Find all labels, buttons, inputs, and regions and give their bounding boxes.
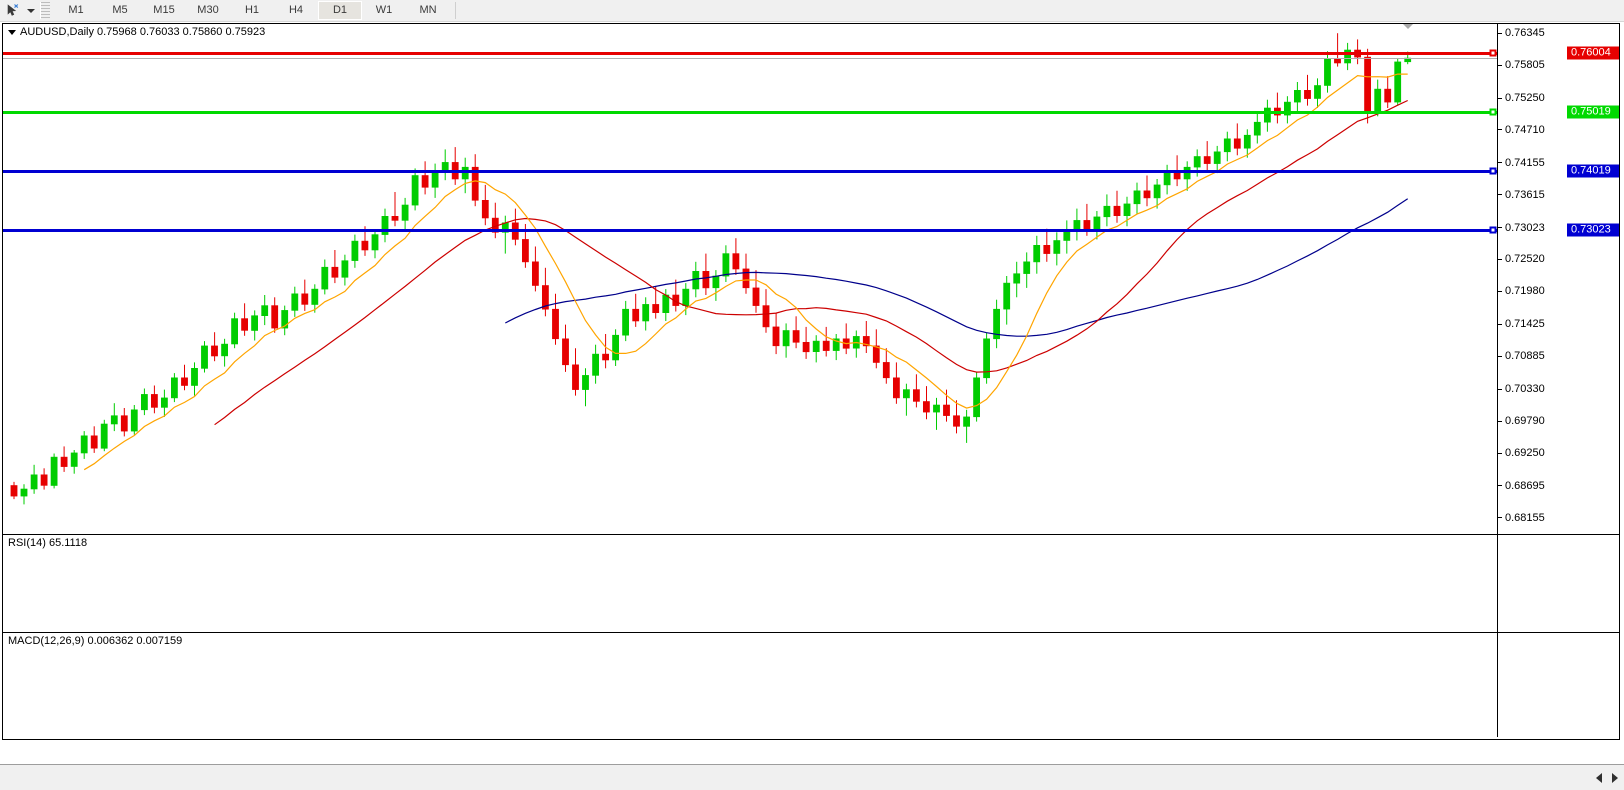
- timeframe-group: M1 M5 M15 M30 H1 H4 D1 W1 MN: [54, 0, 450, 21]
- toolbar-separator: [455, 2, 456, 19]
- price-plot-area[interactable]: [3, 24, 1497, 534]
- toolbar-grip[interactable]: [40, 2, 50, 19]
- support-line-green[interactable]: [3, 110, 1497, 114]
- macd-label: MACD(12,26,9) 0.006362 0.007159: [7, 635, 184, 647]
- timeframe-d1[interactable]: D1: [318, 1, 362, 20]
- price-tick: 0.75805: [1498, 59, 1545, 71]
- chart-tabbar: [0, 764, 1624, 790]
- toolbar: M1 M5 M15 M30 H1 H4 D1 W1 MN: [0, 0, 1624, 22]
- support-line-blue-lower[interactable]: [3, 228, 1497, 232]
- price-tick: 0.75250: [1498, 92, 1545, 104]
- price-tick-label: 0.70330: [1505, 383, 1545, 396]
- macd-pane[interactable]: MACD(12,26,9) 0.006362 0.007159: [3, 632, 1619, 737]
- support-line-blue-upper[interactable]: [3, 169, 1497, 173]
- resistance-line-red-handle[interactable]: [1489, 49, 1497, 57]
- chart-frame: AUDUSD,Daily 0.75968 0.76033 0.75860 0.7…: [2, 23, 1620, 740]
- rsi-pane[interactable]: RSI(14) 65.1118: [3, 534, 1619, 632]
- timeframe-m5[interactable]: M5: [112, 4, 128, 16]
- tab-nav: [1596, 765, 1624, 790]
- resistance-line-red-tag[interactable]: 0.76004: [1567, 46, 1619, 60]
- price-tick: 0.70885: [1498, 350, 1545, 362]
- price-tick-label: 0.71425: [1505, 318, 1545, 331]
- price-tick: 0.76345: [1498, 27, 1545, 39]
- price-tick: 0.71980: [1498, 285, 1545, 297]
- rsi-label: RSI(14) 65.1118: [7, 537, 89, 549]
- price-tick-label: 0.69790: [1505, 414, 1545, 427]
- price-axis[interactable]: 0.76345 0.75805 0.75250 0.74710 0.74155 0.736…: [1497, 24, 1619, 534]
- price-tick-label: 0.74710: [1505, 123, 1545, 136]
- macd-axis: [1497, 633, 1619, 737]
- crosshair-cursor-icon[interactable]: [0, 1, 24, 20]
- price-tick-label: 0.71980: [1505, 285, 1545, 298]
- timeframe-h1[interactable]: H1: [244, 4, 260, 16]
- timeframe-m30[interactable]: M30: [197, 4, 219, 16]
- price-tick: 0.73615: [1498, 189, 1545, 201]
- bid-price-line: [3, 58, 1497, 60]
- price-tick: 0.74155: [1498, 157, 1545, 169]
- price-tick: 0.68695: [1498, 480, 1545, 492]
- rsi-line-svg: [3, 535, 303, 632]
- price-tick: 0.71425: [1498, 318, 1545, 330]
- candlestick-svg: [10, 33, 1412, 505]
- support-line-green-tag[interactable]: 0.75019: [1567, 105, 1619, 119]
- timeframe-w1[interactable]: W1: [375, 4, 393, 16]
- price-tick: 0.72520: [1498, 253, 1545, 265]
- price-tick-label: 0.74155: [1505, 156, 1545, 169]
- price-tick-label: 0.72520: [1505, 253, 1545, 266]
- price-tick: 0.69790: [1498, 415, 1545, 427]
- rsi-plot-area[interactable]: [3, 535, 1497, 632]
- macd-plot-area[interactable]: [3, 633, 1497, 737]
- price-tick-label: 0.73023: [1505, 221, 1545, 234]
- price-tick-label: 0.75805: [1505, 59, 1545, 72]
- scroll-right-icon[interactable]: [1612, 772, 1618, 783]
- price-tick: 0.74710: [1498, 124, 1545, 136]
- price-tick-label: 0.70885: [1505, 350, 1545, 363]
- price-tick-label: 0.68695: [1505, 479, 1545, 492]
- price-tick-label: 0.75250: [1505, 91, 1545, 104]
- price-pane-header: AUDUSD,Daily 0.75968 0.76033 0.75860 0.7…: [7, 26, 267, 38]
- price-tick: 0.73023: [1498, 222, 1545, 234]
- price-tick: 0.69250: [1498, 447, 1545, 459]
- macd-histogram-svg: [3, 633, 303, 737]
- chart-scroll-marker-icon[interactable]: [1401, 24, 1414, 29]
- timeframe-m15[interactable]: M15: [153, 4, 175, 16]
- support-line-green-handle[interactable]: [1489, 108, 1497, 116]
- timeframe-mn[interactable]: MN: [419, 4, 437, 16]
- price-tick: 0.68155: [1498, 512, 1545, 524]
- price-tick-label: 0.68155: [1505, 511, 1545, 524]
- symbol-ohlc-label: AUDUSD,Daily 0.75968 0.76033 0.75860 0.7…: [20, 26, 266, 38]
- price-pane[interactable]: AUDUSD,Daily 0.75968 0.76033 0.75860 0.7…: [3, 24, 1619, 534]
- resistance-line-red[interactable]: [3, 52, 1497, 56]
- support-line-blue-upper-tag[interactable]: 0.74019: [1567, 164, 1619, 178]
- support-line-blue-lower-tag[interactable]: 0.73023: [1567, 223, 1619, 237]
- timeframe-m1[interactable]: M1: [68, 4, 84, 16]
- support-line-blue-lower-handle[interactable]: [1489, 226, 1497, 234]
- price-tick-label: 0.69250: [1505, 446, 1545, 459]
- time-axis: [2, 741, 1620, 758]
- chart-collapse-triangle-icon[interactable]: [8, 29, 16, 35]
- chevron-down-icon[interactable]: [24, 1, 38, 20]
- price-tick-label: 0.73615: [1505, 188, 1545, 201]
- timeframe-h4[interactable]: H4: [288, 4, 304, 16]
- rsi-axis: [1497, 535, 1619, 632]
- support-line-blue-upper-handle[interactable]: [1489, 167, 1497, 175]
- scroll-left-icon[interactable]: [1596, 772, 1602, 783]
- price-tick-label: 0.76345: [1505, 27, 1545, 40]
- price-tick: 0.70330: [1498, 383, 1545, 395]
